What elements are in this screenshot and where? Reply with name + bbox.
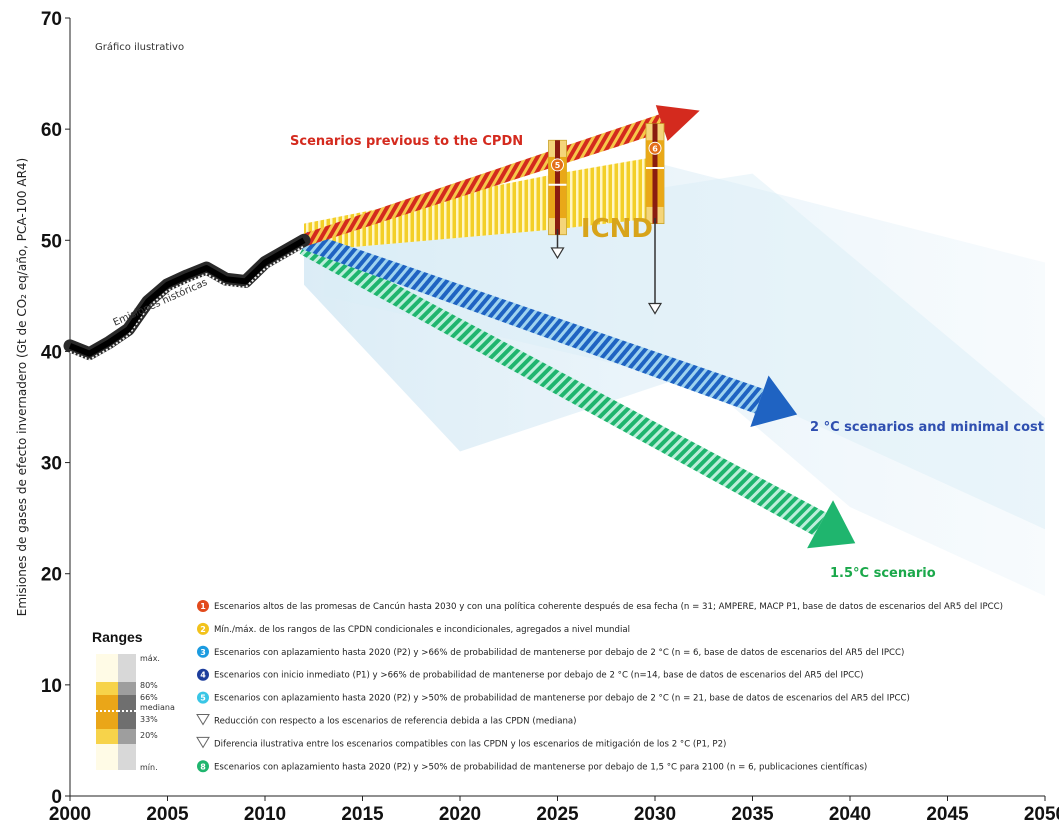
historical-line-core	[68, 237, 306, 357]
legend-badge	[197, 668, 209, 681]
legend-text: Reducción con respecto a los escenarios …	[214, 716, 577, 727]
x-tick-label: 2025	[536, 804, 579, 825]
legend-item-5: 5 Escenarios con aplazamiento hasta 2020 …	[197, 691, 910, 704]
y-tick-label: 20	[41, 565, 62, 586]
legend-badge	[197, 645, 209, 658]
legend-badge	[197, 622, 209, 635]
legend-text: Mín./máx. de los rangos de las CPDN cond…	[214, 625, 630, 635]
reduction-arrow-1	[550, 229, 565, 260]
ranges-label: 66%	[140, 693, 158, 702]
range-bar-5: 5	[548, 139, 567, 236]
legend-text: Diferencia ilustrativa entre los escenar…	[214, 738, 726, 749]
ranges-label: 20%	[140, 731, 158, 740]
legend-item-3: 3 Escenarios con aplazamiento hasta 2020 …	[197, 645, 904, 658]
legend-text: Escenarios con inicio inmediato (P1) y >…	[214, 671, 864, 681]
scenario-arrow-2-head	[750, 375, 798, 427]
legend-item-8: 8 Escenarios con aplazamiento hasta 2020 …	[197, 760, 867, 773]
legend-badge-number: 1	[200, 602, 206, 611]
x-tick-label: 2005	[146, 804, 189, 825]
legend-text: Escenarios con aplazamiento hasta 2020 (…	[214, 648, 904, 658]
ranges-label: 80%	[140, 681, 158, 690]
ranges-box-yellow-inner	[96, 695, 118, 729]
range-bar-core	[652, 123, 658, 224]
ranges-label: mediana	[140, 703, 175, 712]
legend-item-2: 2 Mín./máx. de los rangos de las CPDN con…	[197, 622, 630, 635]
y-tick-label: 10	[41, 676, 62, 697]
legend-badge-number: 8	[200, 762, 206, 771]
ranges-label: máx.	[140, 654, 160, 663]
annotation-2c: 2 °C scenarios and minimal cost	[810, 420, 1044, 435]
scenario-arrow-3-head	[807, 500, 856, 549]
legend-item-4: 4 Escenarios con inicio inmediato (P1) y …	[197, 668, 864, 681]
scenario-arrow-1-head	[655, 105, 700, 142]
scenario-arrow-1-body	[302, 114, 665, 247]
range-bar-marker	[551, 158, 564, 172]
illustrative-note: Gráfico ilustrativo	[95, 41, 184, 53]
scenario-arrows	[299, 105, 856, 549]
ranges-label: 33%	[140, 715, 158, 724]
x-tick-label: 2010	[244, 804, 286, 825]
legend-arrow-icon	[196, 736, 210, 749]
historical-series: Emisiones históricas	[63, 233, 311, 361]
range-bar-marker	[648, 141, 662, 155]
icnd-label: ICND	[581, 214, 653, 244]
x-tick-label: 2040	[829, 804, 871, 825]
x-tick-labels: 2000 2005 2010 2015 2020 2025 2030 2035 2040 2045…	[49, 796, 1059, 825]
legend-badge	[197, 600, 209, 612]
historical-line-dots	[69, 245, 305, 361]
range-bar-number: 6	[652, 144, 658, 153]
legend-text: Escenarios con aplazamiento hasta 2020 (…	[214, 694, 910, 704]
reduction-arrow-head	[550, 247, 565, 260]
ranges-box: Ranges máx. 80% 66%mediana 33% 20% mín.	[92, 629, 175, 772]
legend: 1 Escenarios altos de las promesas de Can…	[196, 600, 1003, 773]
annotation-cpdn: Scenarios previous to the CPDN	[290, 134, 523, 149]
legend-badge-number: 4	[200, 671, 206, 680]
scenario-arrow-3-body	[299, 237, 827, 536]
legend-badge	[197, 691, 209, 704]
legend-text: Escenarios con aplazamiento hasta 2020 (…	[214, 762, 867, 772]
x-tick-label: 2020	[439, 804, 481, 825]
legend-item-7: Diferencia ilustrativa entre los escenar…	[196, 736, 726, 749]
legend-arrow-icon	[196, 714, 210, 726]
icnd-band	[304, 156, 655, 252]
x-tick-label: 2035	[731, 804, 774, 825]
y-tick-labels: 0 10 20 30 40 50 60 70	[41, 9, 70, 808]
y-tick-label: 70	[41, 9, 62, 30]
legend-item-6: Reducción con respecto a los escenarios …	[196, 714, 577, 727]
y-tick-label: 30	[41, 454, 62, 475]
x-tick-label: 2045	[926, 804, 969, 825]
reduction-arrow-2	[647, 218, 663, 315]
legend-text: Escenarios altos de las promesas de Canc…	[214, 601, 1003, 612]
x-tick-label: 2015	[341, 804, 384, 825]
uncertainty-shading-inner	[323, 173, 1045, 530]
range-bar-core	[555, 140, 560, 235]
y-axis-label: Emisiones de gases de efecto invernadero…	[15, 158, 29, 616]
reduction-arrow-head	[647, 302, 663, 315]
legend-item-1: 1 Escenarios altos de las promesas de Can…	[197, 600, 1003, 612]
ranges-label: mín.	[140, 763, 158, 772]
legend-badge-number: 3	[200, 648, 206, 657]
legend-badge-number: 2	[200, 625, 206, 634]
legend-badge-number: 5	[200, 694, 206, 703]
legend-badge	[197, 760, 209, 773]
range-bar-6: 6	[645, 123, 665, 225]
x-tick-label: 2000	[49, 804, 91, 825]
scenario-arrow-2	[300, 231, 798, 427]
ranges-title: Ranges	[92, 629, 143, 645]
x-tick-label: 2030	[634, 804, 676, 825]
y-tick-label: 40	[41, 342, 62, 363]
y-tick-label: 60	[41, 120, 62, 141]
scenario-arrow-3	[299, 237, 856, 549]
range-bars: 56	[548, 123, 665, 315]
range-bar-number: 5	[555, 161, 561, 170]
annotation-1-5c: 1.5°C scenario	[830, 566, 936, 581]
y-tick-label: 50	[41, 231, 62, 252]
y-tick-label: 0	[51, 787, 62, 808]
scenario-arrow-1	[302, 105, 700, 247]
scenario-arrow-2-body	[300, 231, 764, 414]
icnd-band-area	[304, 156, 655, 252]
